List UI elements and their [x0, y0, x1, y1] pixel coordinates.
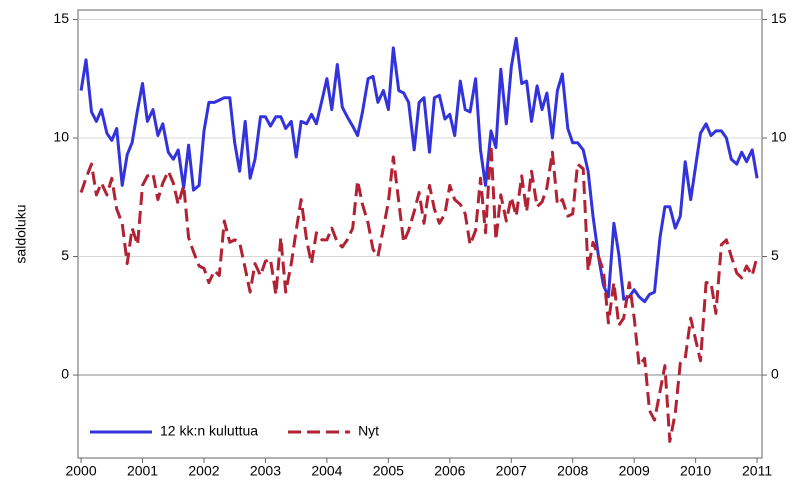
series-line: [79, 143, 759, 443]
legend-label: Nyt: [358, 423, 379, 439]
x-tick-label: 2001: [127, 463, 158, 479]
y2-tick-label: 10: [771, 129, 787, 145]
y-tick-label: 10: [53, 129, 69, 145]
x-tick-label: 2006: [434, 463, 465, 479]
plot-frame: [77, 9, 763, 459]
y2-tick-label: 5: [771, 247, 779, 263]
x-tick-label: 2000: [65, 463, 96, 479]
y-tick-label: 5: [61, 247, 69, 263]
x-tick-label: 2007: [496, 463, 527, 479]
x-tick-label: 2005: [373, 463, 404, 479]
legend-label: 12 kk:n kuluttua: [160, 423, 258, 439]
x-tick-label: 2004: [311, 463, 342, 479]
x-tick-label: 2003: [250, 463, 281, 479]
x-tick-label: 2010: [680, 463, 711, 479]
y-axis-label: saldoluku: [13, 204, 29, 263]
x-tick-label: 2009: [619, 463, 650, 479]
y-tick-label: 0: [61, 366, 69, 382]
y2-tick-label: 0: [771, 366, 779, 382]
x-tick-label: 2002: [188, 463, 219, 479]
y2-tick-label: 15: [771, 10, 787, 26]
x-tick-label: 2008: [557, 463, 588, 479]
x-tick-label: 2011: [742, 463, 772, 479]
y-tick-label: 15: [53, 10, 69, 26]
series-line: [79, 36, 759, 304]
